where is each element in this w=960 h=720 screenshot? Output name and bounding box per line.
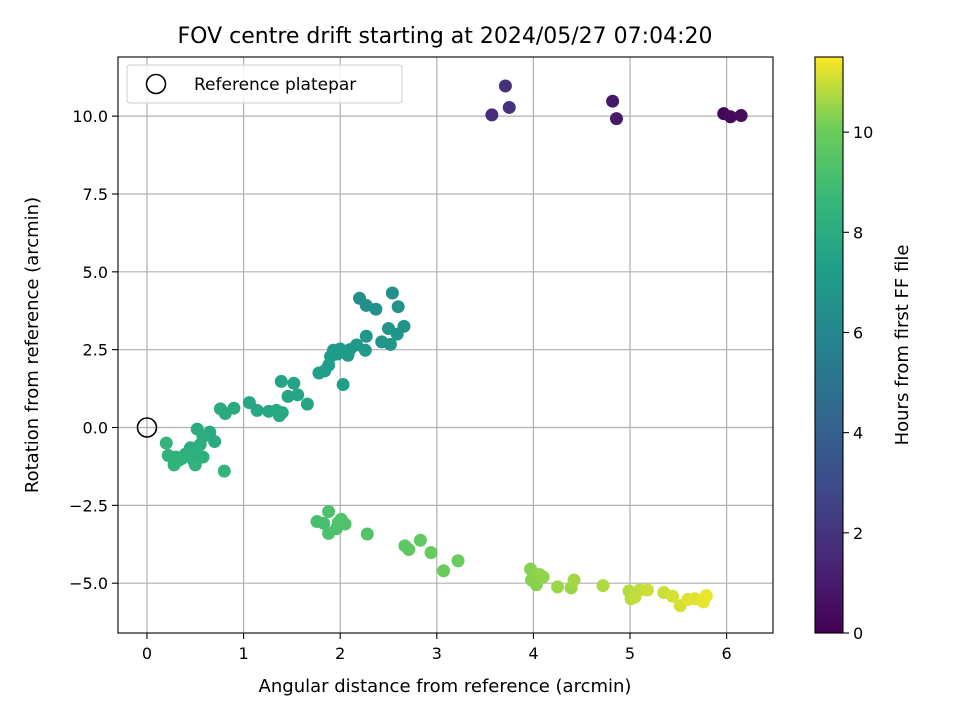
x-axis-ticks: 0 1 2 3 4 5 6 xyxy=(142,633,732,663)
x-tick-label: 1 xyxy=(238,644,248,663)
data-point xyxy=(734,109,748,123)
data-point xyxy=(369,302,383,316)
data-point xyxy=(498,79,512,93)
data-point xyxy=(312,366,326,380)
data-point xyxy=(159,436,173,450)
data-point xyxy=(336,378,350,392)
data-point xyxy=(274,374,288,388)
data-point xyxy=(188,458,202,472)
data-point xyxy=(640,583,654,597)
data-point xyxy=(451,554,465,568)
data-point xyxy=(385,286,399,300)
x-tick-label: 3 xyxy=(432,644,442,663)
y-tick-label: 10.0 xyxy=(72,107,108,126)
colorbar-tick-label: 2 xyxy=(853,524,863,543)
data-point xyxy=(281,389,295,403)
chart-title: FOV centre drift starting at 2024/05/27 … xyxy=(178,24,713,49)
data-point xyxy=(338,517,352,531)
colorbar-tick-label: 10 xyxy=(853,123,873,142)
data-point xyxy=(391,300,405,314)
data-point xyxy=(291,388,305,402)
legend-box xyxy=(126,64,403,104)
data-point xyxy=(300,397,314,411)
data-points xyxy=(159,79,748,613)
y-tick-label: 0.0 xyxy=(83,419,108,438)
data-point xyxy=(359,329,373,343)
data-point xyxy=(322,505,336,519)
data-point xyxy=(437,564,451,578)
colorbar-tick-label: 6 xyxy=(853,323,863,342)
colorbar-tick-label: 4 xyxy=(853,424,863,443)
data-point xyxy=(606,94,620,108)
legend-marker-icon xyxy=(145,73,167,95)
data-point xyxy=(699,589,713,603)
data-point xyxy=(666,589,680,603)
data-point xyxy=(250,403,264,417)
data-point xyxy=(341,348,355,362)
y-tick-label: −5.0 xyxy=(69,574,108,593)
data-point xyxy=(402,543,416,557)
reference-platepar-marker xyxy=(136,417,158,438)
data-point xyxy=(596,579,610,593)
colorbar: 0 2 4 6 8 10 Hours from first FF file xyxy=(814,56,913,643)
data-point xyxy=(330,347,344,361)
data-point xyxy=(609,112,623,126)
data-point xyxy=(161,449,175,463)
data-point xyxy=(413,533,427,547)
data-point xyxy=(536,570,550,584)
legend: Reference platepar xyxy=(126,64,403,104)
x-tick-label: 4 xyxy=(528,644,538,663)
colorbar-tick-label: 8 xyxy=(853,223,863,242)
data-point xyxy=(360,527,374,541)
colorbar-gradient xyxy=(814,56,844,634)
data-point xyxy=(227,401,241,415)
y-tick-label: 7.5 xyxy=(83,185,108,204)
data-point xyxy=(485,108,499,122)
data-point xyxy=(172,453,186,467)
y-tick-label: 2.5 xyxy=(83,341,108,360)
x-tick-label: 2 xyxy=(335,644,345,663)
data-point xyxy=(358,343,372,357)
data-point xyxy=(217,464,231,478)
x-tick-label: 0 xyxy=(142,644,152,663)
y-tick-label: −2.5 xyxy=(69,496,108,515)
data-point xyxy=(317,516,331,530)
plot-area-frame xyxy=(117,56,774,634)
colorbar-ticks: 0 2 4 6 8 10 xyxy=(843,123,873,643)
x-tick-label: 5 xyxy=(625,644,635,663)
data-point xyxy=(383,337,397,351)
legend-entry-reference-platepar: Reference platepar xyxy=(194,75,356,95)
data-point xyxy=(287,376,301,390)
data-point xyxy=(502,100,516,114)
y-axis-label: Rotation from reference (arcmin) xyxy=(22,197,43,493)
data-point xyxy=(567,573,581,587)
data-point xyxy=(390,327,404,341)
data-point xyxy=(723,110,737,124)
data-point xyxy=(208,435,222,449)
data-point xyxy=(424,546,438,560)
y-tick-label: 5.0 xyxy=(83,263,108,282)
y-axis-ticks: −5.0 −2.5 0.0 2.5 5.0 7.5 10.0 xyxy=(69,107,118,593)
data-point xyxy=(275,406,289,420)
colorbar-label: Hours from first FF file xyxy=(892,245,913,446)
x-tick-label: 6 xyxy=(722,644,732,663)
x-axis-label: Angular distance from reference (arcmin) xyxy=(259,676,632,697)
data-point xyxy=(551,580,565,594)
colorbar-tick-label: 0 xyxy=(853,624,863,643)
